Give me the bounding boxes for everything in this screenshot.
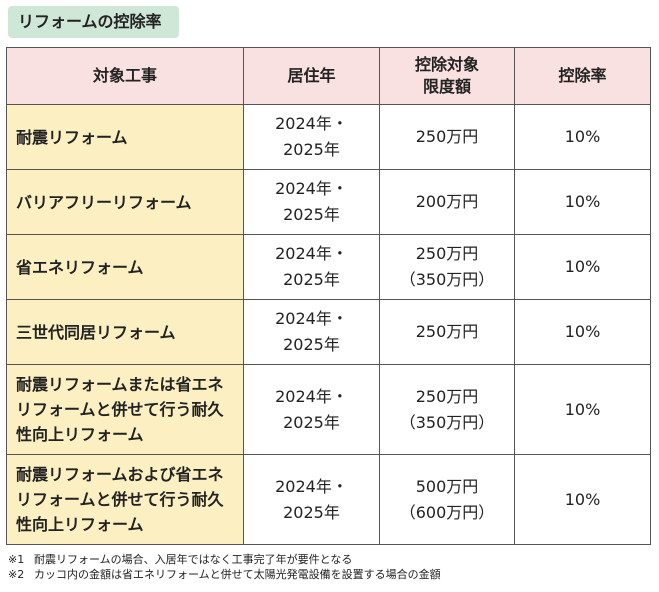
deduction-rate-cell: 10% [514, 104, 651, 170]
table-row: 耐震リフォームおよび省エネ リフォームと併せて行う耐久 性向上リフォーム 202… [6, 454, 651, 545]
deduction-table: 対象工事 居住年 控除対象 限度額 控除率 耐震リフォーム 2024年・ 202… [6, 47, 651, 545]
target-work-cell: 三世代同居リフォーム [6, 299, 244, 365]
page-title: リフォームの控除率 [8, 6, 179, 38]
footnotes: ※1 耐震リフォームの場合、入居年ではなく工事完了年が要件となる ※2 カッコ内の金… [8, 552, 653, 582]
deduction-limit-cell: 250万円 [379, 299, 515, 365]
header-target-work: 対象工事 [6, 47, 244, 105]
residence-year-cell: 2024年・ 2025年 [243, 104, 380, 170]
residence-year-cell: 2024年・ 2025年 [243, 454, 380, 545]
deduction-rate-cell: 10% [514, 454, 651, 545]
table-row: 耐震リフォームまたは省エネ リフォームと併せて行う耐久 性向上リフォーム 202… [6, 364, 651, 455]
table-row: 耐震リフォーム 2024年・ 2025年 250万円 10% [6, 104, 651, 170]
footnote: ※1 耐震リフォームの場合、入居年ではなく工事完了年が要件となる [8, 552, 653, 567]
footnote-text: 耐震リフォームの場合、入居年ではなく工事完了年が要件となる [34, 553, 353, 566]
table-row: 三世代同居リフォーム 2024年・ 2025年 250万円 10% [6, 299, 651, 365]
target-work-cell: バリアフリーリフォーム [6, 169, 244, 235]
deduction-limit-cell: 250万円 [379, 104, 515, 170]
table-row: 省エネリフォーム 2024年・ 2025年 250万円 （350万円） 10% [6, 234, 651, 300]
deduction-limit-cell: 500万円 （600万円） [379, 454, 515, 545]
footnote-mark: ※1 [8, 553, 25, 566]
deduction-limit-cell: 250万円 （350万円） [379, 234, 515, 300]
deduction-rate-cell: 10% [514, 234, 651, 300]
deduction-rate-cell: 10% [514, 364, 651, 455]
table-row: バリアフリーリフォーム 2024年・ 2025年 200万円 10% [6, 169, 651, 235]
residence-year-cell: 2024年・ 2025年 [243, 364, 380, 455]
deduction-limit-cell: 250万円 （350万円） [379, 364, 515, 455]
residence-year-cell: 2024年・ 2025年 [243, 169, 380, 235]
target-work-cell: 耐震リフォームおよび省エネ リフォームと併せて行う耐久 性向上リフォーム [6, 454, 244, 545]
deduction-limit-cell: 200万円 [379, 169, 515, 235]
deduction-rate-cell: 10% [514, 299, 651, 365]
header-deduction-limit: 控除対象 限度額 [379, 47, 515, 105]
target-work-cell: 省エネリフォーム [6, 234, 244, 300]
residence-year-cell: 2024年・ 2025年 [243, 299, 380, 365]
header-deduction-rate: 控除率 [514, 47, 651, 105]
residence-year-cell: 2024年・ 2025年 [243, 234, 380, 300]
target-work-cell: 耐震リフォームまたは省エネ リフォームと併せて行う耐久 性向上リフォーム [6, 364, 244, 455]
footnote: ※2 カッコ内の金額は省エネリフォームと併せて太陽光発電設備を設置する場合の金額 [8, 567, 653, 582]
target-work-cell: 耐震リフォーム [6, 104, 244, 170]
footnote-mark: ※2 [8, 568, 25, 581]
header-residence-year: 居住年 [243, 47, 380, 105]
footnote-text: カッコ内の金額は省エネリフォームと併せて太陽光発電設備を設置する場合の金額 [34, 568, 441, 581]
deduction-rate-cell: 10% [514, 169, 651, 235]
table-header-row: 対象工事 居住年 控除対象 限度額 控除率 [6, 47, 651, 105]
